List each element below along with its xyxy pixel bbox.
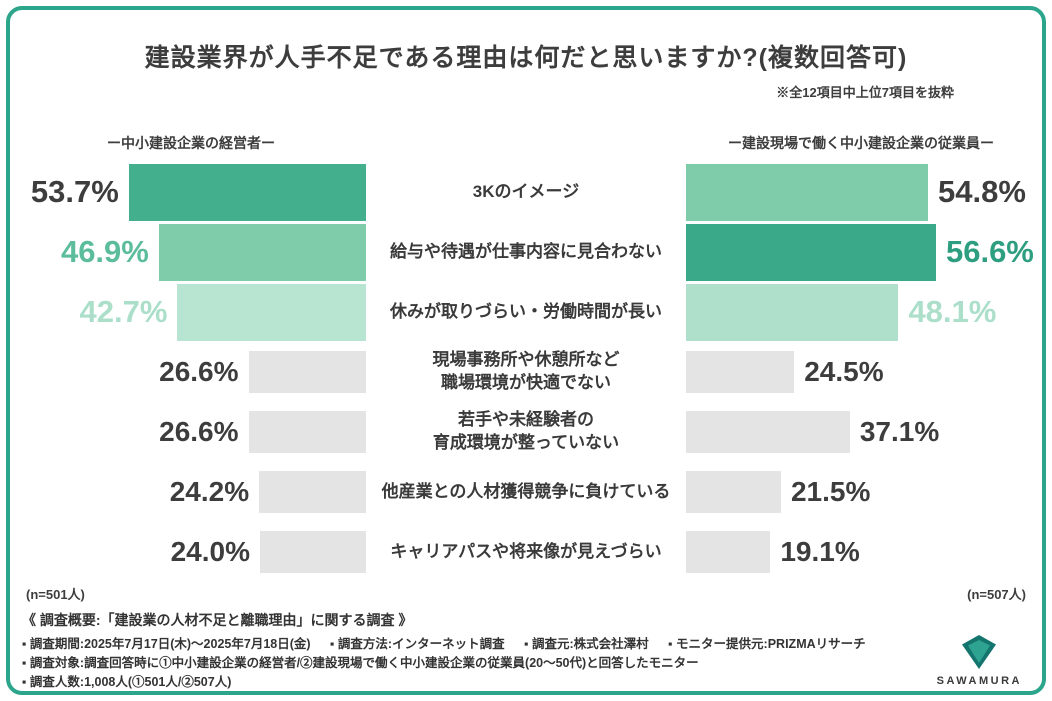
- survey-method: ▪ 調査方法:インターネット調査: [330, 636, 505, 651]
- right-bar-cell: 54.8%: [686, 162, 1036, 222]
- category-label: 3Kのイメージ: [472, 181, 580, 201]
- survey-detail-line-3: ▪ 調査人数:1,008人(①501人/②507人): [22, 675, 232, 690]
- chart-row: 24.2% 他産業との人材獲得競争に負けている 21.5%: [16, 462, 1036, 522]
- right-bar-cell: 37.1%: [686, 402, 1036, 462]
- survey-detail-line-2: ▪ 調査対象:調査回答時に①中小建設企業の経営者/②建設現場で働く中小建設企業の…: [22, 656, 699, 671]
- left-bar-cell: 24.0%: [16, 522, 366, 582]
- chart-rows: 53.7% 3Kのイメージ 54.8% 46.9% 給与や待遇が仕事内容に見合わ…: [16, 162, 1036, 582]
- left-bar-cell: 24.2%: [16, 462, 366, 522]
- chart-row: 26.6% 現場事務所や休憩所など 職場環境が快適でない 24.5%: [16, 342, 1036, 402]
- category-label: 給与や待遇が仕事内容に見合わない: [390, 241, 662, 261]
- right-bar: [686, 163, 929, 221]
- survey-overview-heading: 《 調査概要:「建設業の人材不足と離職理由」に関する調査 》: [22, 612, 413, 628]
- sawamura-logo: SAWAMURA: [937, 632, 1022, 687]
- left-bar-cell: 26.6%: [16, 402, 366, 462]
- n-label-right: (n=507人): [967, 587, 1026, 602]
- chart-row: 53.7% 3Kのイメージ 54.8%: [16, 162, 1036, 222]
- right-bar-cell: 56.6%: [686, 222, 1036, 282]
- category-label: 若手や未経験者の 育成環境が整っていない: [432, 410, 620, 452]
- logo-text: SAWAMURA: [936, 675, 1022, 687]
- left-bar: [259, 471, 366, 513]
- category-label: 現場事務所や休憩所など 職場環境が快適でない: [432, 350, 620, 392]
- category-label: 他産業との人材獲得競争に負けている: [381, 481, 671, 501]
- chart-title: 建設業界が人手不足である理由は何だと思いますか?(複数回答可): [144, 44, 908, 72]
- category-label: 休みが取りづらい・労働時間が長い: [390, 301, 662, 321]
- right-bar: [686, 351, 795, 393]
- right-value-label: 56.6%: [945, 234, 1034, 269]
- group-headers: ー中小建設企業の経営者ー ー建設現場で働く中小建設企業の従業員ー: [16, 133, 1036, 153]
- survey-detail-line-1: ▪ 調査期間:2025年7月17日(木)〜2025年7月18日(金) ▪ 調査方…: [22, 635, 882, 654]
- left-value-label: 24.2%: [169, 476, 250, 507]
- n-label-left: (n=501人): [26, 587, 85, 602]
- right-value-label: 37.1%: [859, 416, 940, 447]
- right-bar: [686, 531, 771, 573]
- right-bar-cell: 19.1%: [686, 522, 1036, 582]
- left-bar: [128, 163, 366, 221]
- left-value-label: 46.9%: [60, 234, 149, 269]
- right-bar: [686, 411, 850, 453]
- right-value-label: 54.8%: [938, 174, 1026, 209]
- right-bar-cell: 21.5%: [686, 462, 1036, 522]
- left-value-label: 24.0%: [170, 536, 250, 567]
- chart-row: 24.0% キャリアパスや将来像が見えづらい 19.1%: [16, 522, 1036, 582]
- category-label: キャリアパスや将来像が見えづらい: [390, 541, 662, 561]
- group-header-right: ー建設現場で働く中小建設企業の従業員ー: [728, 135, 994, 151]
- logo-gem-icon: [962, 635, 997, 669]
- right-value-label: 48.1%: [908, 294, 997, 329]
- survey-source: ▪ 調査元:株式会社澤村: [524, 636, 649, 651]
- left-value-label: 53.7%: [30, 174, 119, 209]
- excerpt-note: ※全12項目中上位7項目を抜粋: [776, 85, 954, 100]
- group-header-spacer: [366, 133, 686, 153]
- left-bar-cell: 26.6%: [16, 342, 366, 402]
- right-bar-cell: 48.1%: [686, 282, 1036, 342]
- left-bar: [177, 283, 366, 341]
- chart-row: 42.7% 休みが取りづらい・労働時間が長い 48.1%: [16, 282, 1036, 342]
- chart-row: 46.9% 給与や待遇が仕事内容に見合わない 56.6%: [16, 222, 1036, 282]
- left-value-label: 42.7%: [79, 294, 168, 329]
- left-bar-cell: 42.7%: [16, 282, 366, 342]
- group-header-left: ー中小建設企業の経営者ー: [107, 135, 275, 151]
- left-value-label: 26.6%: [159, 416, 239, 447]
- left-bar: [260, 531, 366, 573]
- right-bar-cell: 24.5%: [686, 342, 1036, 402]
- left-value-label: 26.6%: [159, 356, 239, 387]
- right-bar: [686, 471, 781, 513]
- left-bar-cell: 46.9%: [16, 222, 366, 282]
- right-bar: [686, 283, 899, 341]
- chart-row: 26.6% 若手や未経験者の 育成環境が整っていない 37.1%: [16, 402, 1036, 462]
- left-bar: [248, 411, 366, 453]
- left-bar: [248, 351, 366, 393]
- right-bar: [686, 223, 936, 281]
- right-value-label: 24.5%: [804, 356, 884, 387]
- survey-monitor-provider: ▪ モニター提供元:PRIZMAリサーチ: [668, 636, 866, 651]
- right-value-label: 21.5%: [790, 476, 871, 507]
- survey-period: ▪ 調査期間:2025年7月17日(木)〜2025年7月18日(金): [22, 636, 311, 651]
- left-bar: [158, 223, 366, 281]
- left-bar-cell: 53.7%: [16, 162, 366, 222]
- survey-overview: 《 調査概要:「建設業の人材不足と離職理由」に関する調査 》 ▪ 調査期間:20…: [22, 610, 882, 693]
- right-value-label: 19.1%: [780, 536, 860, 567]
